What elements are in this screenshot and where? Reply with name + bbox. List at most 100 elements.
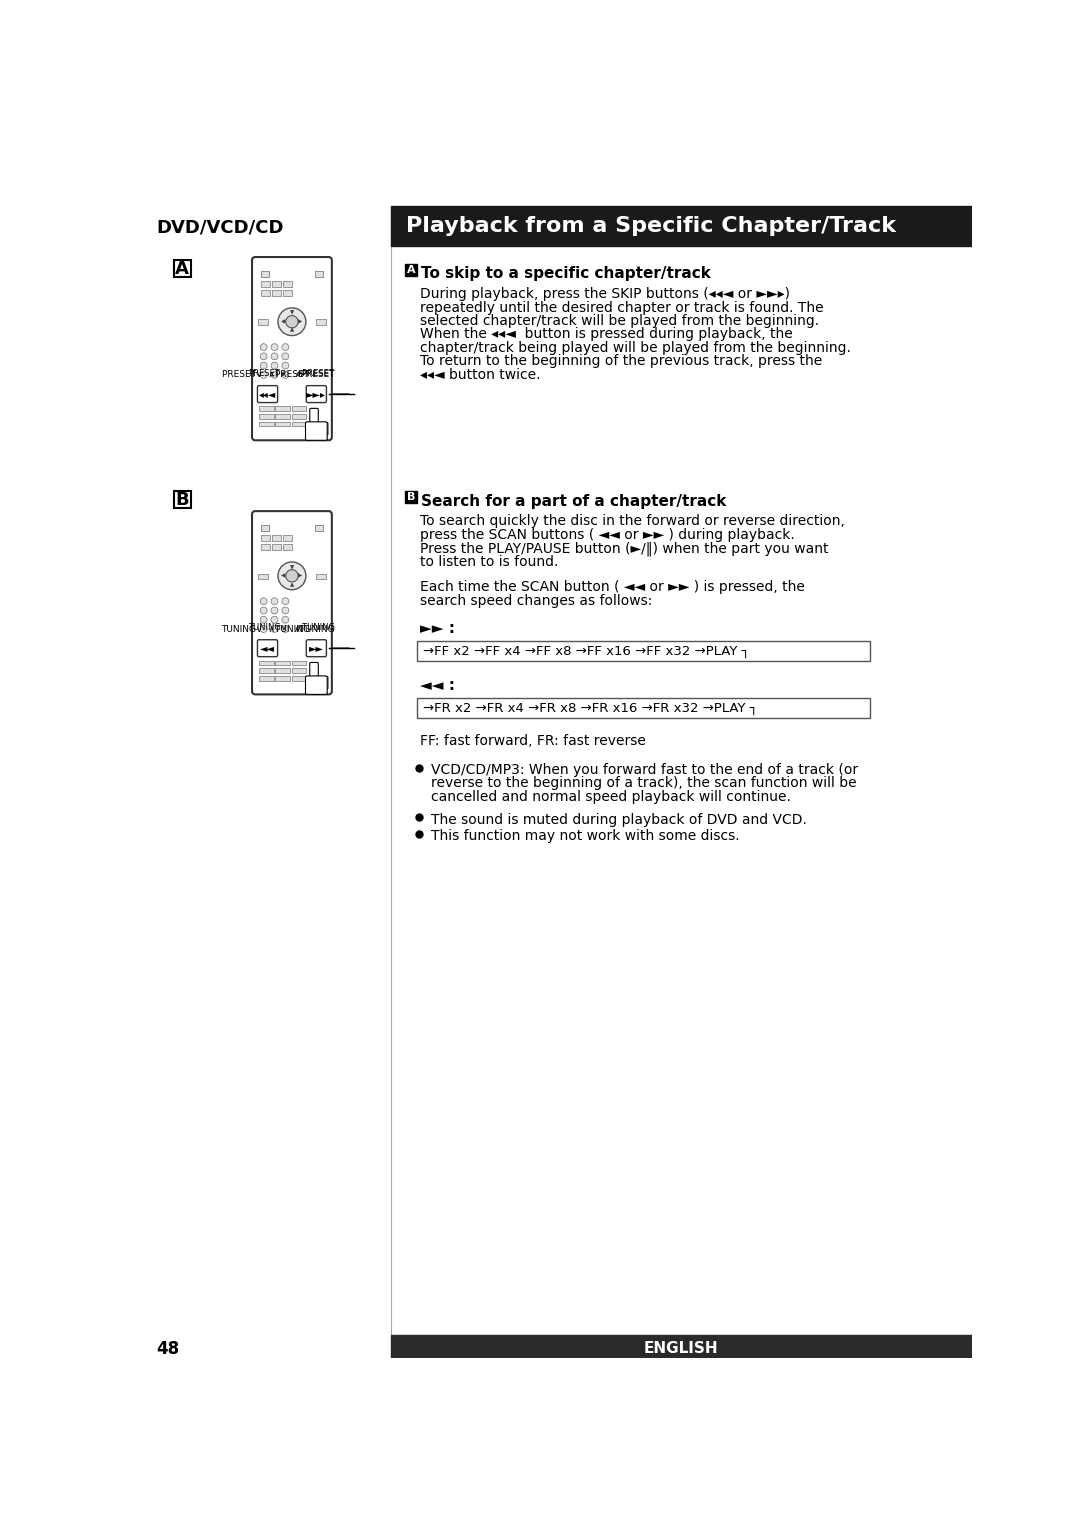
FancyBboxPatch shape [252, 256, 332, 441]
Bar [272, 290, 281, 296]
Text: chapter/track being played will be played from the beginning.: chapter/track being played will be playe… [420, 340, 851, 356]
Bar [275, 421, 291, 426]
Circle shape [260, 353, 267, 360]
Text: ∧PRESET: ∧PRESET [295, 371, 335, 380]
Circle shape [286, 569, 298, 581]
Circle shape [271, 362, 278, 369]
Text: ∧PRESET: ∧PRESET [297, 369, 335, 378]
Circle shape [282, 353, 288, 360]
FancyBboxPatch shape [310, 662, 319, 679]
FancyBboxPatch shape [315, 676, 322, 690]
FancyBboxPatch shape [306, 676, 327, 694]
Bar [261, 290, 270, 296]
Text: ▶: ▶ [298, 574, 302, 578]
Text: Playback from a Specific Chapter/Track: Playback from a Specific Chapter/Track [406, 217, 896, 237]
Bar [259, 661, 273, 665]
Text: ►►: ►► [309, 642, 324, 653]
Bar [275, 668, 291, 673]
Text: ◀: ◀ [281, 574, 285, 578]
Bar [283, 290, 292, 296]
Circle shape [282, 343, 288, 351]
Text: FF: fast forward, FR: fast reverse: FF: fast forward, FR: fast reverse [420, 734, 646, 748]
Bar [174, 259, 191, 278]
Text: PRESET∨: PRESET∨ [248, 369, 286, 378]
Bar [391, 1335, 972, 1363]
Circle shape [282, 598, 288, 604]
Text: TUNING∨  ∧TUNING: TUNING∨ ∧TUNING [221, 624, 310, 633]
Bar [292, 414, 307, 418]
Text: To search quickly the disc in the forward or reverse direction,: To search quickly the disc in the forwar… [420, 514, 845, 528]
Bar [259, 676, 273, 681]
Text: B: B [407, 493, 415, 502]
Text: During playback, press the SKIP buttons (◂◂◄ or ►►▸): During playback, press the SKIP buttons … [420, 287, 791, 301]
Text: selected chapter/track will be played from the beginning.: selected chapter/track will be played fr… [420, 314, 820, 328]
Circle shape [271, 343, 278, 351]
Text: ∧TUNING: ∧TUNING [297, 623, 336, 632]
Circle shape [271, 626, 278, 632]
Bar [275, 676, 291, 681]
Circle shape [278, 562, 306, 589]
Bar [283, 281, 292, 287]
Bar [259, 421, 273, 426]
Circle shape [282, 362, 288, 369]
Circle shape [260, 607, 267, 613]
Circle shape [260, 371, 267, 378]
Bar [283, 545, 292, 551]
Text: ◂◂◄ button twice.: ◂◂◄ button twice. [420, 368, 541, 382]
FancyBboxPatch shape [307, 639, 326, 656]
Text: 48: 48 [157, 1340, 180, 1358]
Text: ENGLISH: ENGLISH [644, 1341, 718, 1357]
Circle shape [271, 353, 278, 360]
Text: ►► :: ►► : [420, 621, 455, 636]
Text: ◀: ◀ [281, 319, 285, 324]
Bar [314, 272, 323, 278]
Bar [272, 545, 281, 551]
Text: PRESET∨  ∧PRESET: PRESET∨ ∧PRESET [222, 371, 310, 380]
Circle shape [271, 617, 278, 623]
Circle shape [260, 343, 267, 351]
FancyBboxPatch shape [306, 676, 312, 690]
Bar [283, 536, 292, 542]
Bar [292, 421, 307, 426]
Bar [261, 281, 270, 287]
Bar [261, 525, 269, 531]
Text: A: A [406, 266, 415, 275]
Bar [417, 699, 870, 719]
Circle shape [260, 598, 267, 604]
FancyBboxPatch shape [307, 386, 326, 403]
Text: ◄◄ :: ◄◄ : [420, 679, 455, 693]
Circle shape [286, 316, 298, 328]
Bar [272, 281, 281, 287]
Bar [259, 406, 273, 410]
Circle shape [260, 617, 267, 623]
Bar [391, 206, 972, 246]
Text: ▼: ▼ [289, 311, 294, 316]
Text: ∧TUNING: ∧TUNING [294, 624, 336, 633]
FancyBboxPatch shape [322, 676, 328, 690]
Circle shape [282, 626, 288, 632]
Text: ▲: ▲ [289, 328, 294, 333]
Text: ►►▸: ►►▸ [307, 389, 326, 400]
Text: A: A [175, 259, 189, 278]
Bar [292, 668, 307, 673]
Circle shape [282, 607, 288, 613]
FancyBboxPatch shape [310, 409, 319, 424]
FancyBboxPatch shape [322, 423, 328, 435]
FancyBboxPatch shape [306, 421, 327, 441]
Circle shape [271, 371, 278, 378]
Bar [272, 536, 281, 542]
Bar [417, 641, 870, 661]
Bar [292, 406, 307, 410]
Bar [275, 414, 291, 418]
Bar [259, 668, 273, 673]
Text: →FR x2 →FR x4 →FR x8 →FR x16 →FR x32 →PLAY ┐: →FR x2 →FR x4 →FR x8 →FR x16 →FR x32 →PL… [423, 702, 758, 714]
FancyBboxPatch shape [315, 423, 322, 435]
Text: Press the PLAY/PAUSE button (►/‖) when the part you want: Press the PLAY/PAUSE button (►/‖) when t… [420, 542, 828, 555]
Text: search speed changes as follows:: search speed changes as follows: [420, 594, 652, 607]
Text: to listen to is found.: to listen to is found. [420, 554, 558, 569]
Bar [405, 491, 417, 504]
Circle shape [260, 626, 267, 632]
Text: DVD/VCD/CD: DVD/VCD/CD [157, 218, 284, 237]
Bar [275, 406, 291, 410]
Bar [316, 319, 326, 325]
